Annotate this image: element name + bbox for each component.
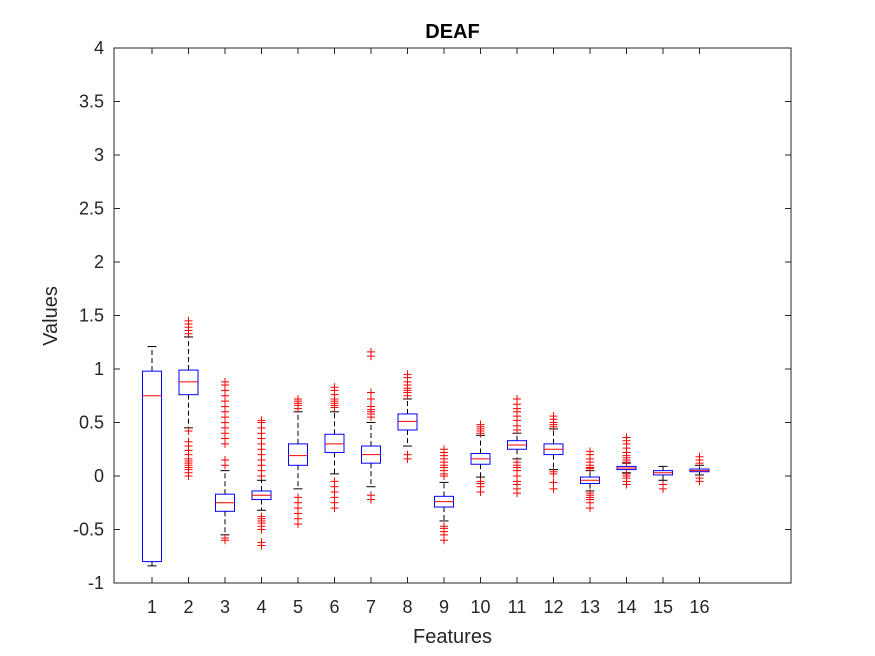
outlier-point [513,458,521,467]
chart-marks [142,316,710,567]
outlier-point [549,478,558,487]
outlier-point [257,512,266,521]
iqr-box [397,413,418,431]
outlier-point [440,522,448,531]
box-10 [470,420,491,497]
outlier-point [221,455,229,464]
x-axis: 1 2 3 4 5 6 7 8 9 10 11 12 13 14 15 16 [147,48,710,617]
box-11 [507,394,527,498]
outlier-point [367,491,375,500]
outlier-point [549,412,558,421]
y-tick-label: 2 [94,252,104,272]
box-12 [543,412,564,493]
box-8 [397,370,418,463]
outlier-point [476,420,485,429]
box-14 [616,433,637,489]
outlier-point [622,433,631,442]
y-tick-label: 0.5 [79,413,104,433]
box-15 [653,465,673,493]
x-tick-label: 8 [402,597,412,617]
y-tick-label: 1 [94,359,104,379]
box-4 [251,416,272,550]
x-tick-label: 6 [329,597,339,617]
outlier-point [367,402,375,411]
outlier-point [257,416,266,425]
box-7 [361,347,381,504]
outlier-point [330,477,339,486]
box-1 [142,346,162,567]
outlier-point [440,445,448,454]
outlier-point [221,534,229,543]
x-tick-label: 9 [439,597,449,617]
x-tick-label: 3 [220,597,230,617]
x-tick-label: 1 [147,597,157,617]
x-axis-label: Features [413,626,492,648]
y-axis-label: Values [40,286,62,346]
outlier-point [294,394,302,403]
outlier-point [549,467,558,476]
iqr-box [142,370,162,563]
chart-title: DEAF [425,21,479,43]
y-axis: -1 -0.5 0 0.5 1 1.5 2 2.5 3 3.5 4 [73,38,791,593]
outlier-point [367,388,375,397]
outlier-point [695,452,704,461]
y-tick-label: -1 [88,573,104,593]
outlier-point [513,394,521,403]
outlier-point [622,469,631,478]
box-13 [580,447,600,513]
x-tick-label: 15 [653,597,673,617]
box-5 [288,394,308,529]
box-9 [434,445,454,545]
outlier-point [476,477,485,486]
x-tick-label: 14 [616,597,636,617]
y-tick-label: 2.5 [79,199,104,219]
x-tick-label: 16 [689,597,709,617]
y-tick-label: 1.5 [79,306,104,326]
x-tick-label: 2 [183,597,193,617]
outlier-point [294,493,302,502]
box-6 [324,383,345,513]
outlier-point [257,538,266,547]
outlier-point [695,474,704,483]
box-16 [689,452,710,486]
outlier-point [403,370,412,379]
box-3 [215,377,235,545]
x-tick-label: 10 [470,597,490,617]
x-tick-label: 4 [256,597,266,617]
outlier-point [367,347,375,356]
outlier-point [659,480,667,489]
iqr-box [324,433,345,453]
outlier-point [403,450,412,459]
outlier-point [184,316,193,325]
x-tick-label: 7 [366,597,376,617]
y-tick-label: 0 [94,466,104,486]
x-tick-label: 12 [543,597,563,617]
x-tick-label: 5 [293,597,303,617]
outlier-point [184,427,193,436]
outlier-point [586,489,594,498]
y-tick-label: 3 [94,145,104,165]
x-tick-label: 13 [580,597,600,617]
outlier-point [221,377,229,386]
y-tick-label: 3.5 [79,92,104,112]
outlier-point [330,383,339,392]
outlier-point [184,437,193,446]
iqr-box [178,369,199,396]
x-tick-label: 11 [508,597,527,617]
box-2 [178,316,199,480]
y-tick-label: -0.5 [73,520,104,540]
outlier-point [586,447,594,456]
iqr-box [288,443,308,466]
y-tick-label: 4 [94,38,104,58]
